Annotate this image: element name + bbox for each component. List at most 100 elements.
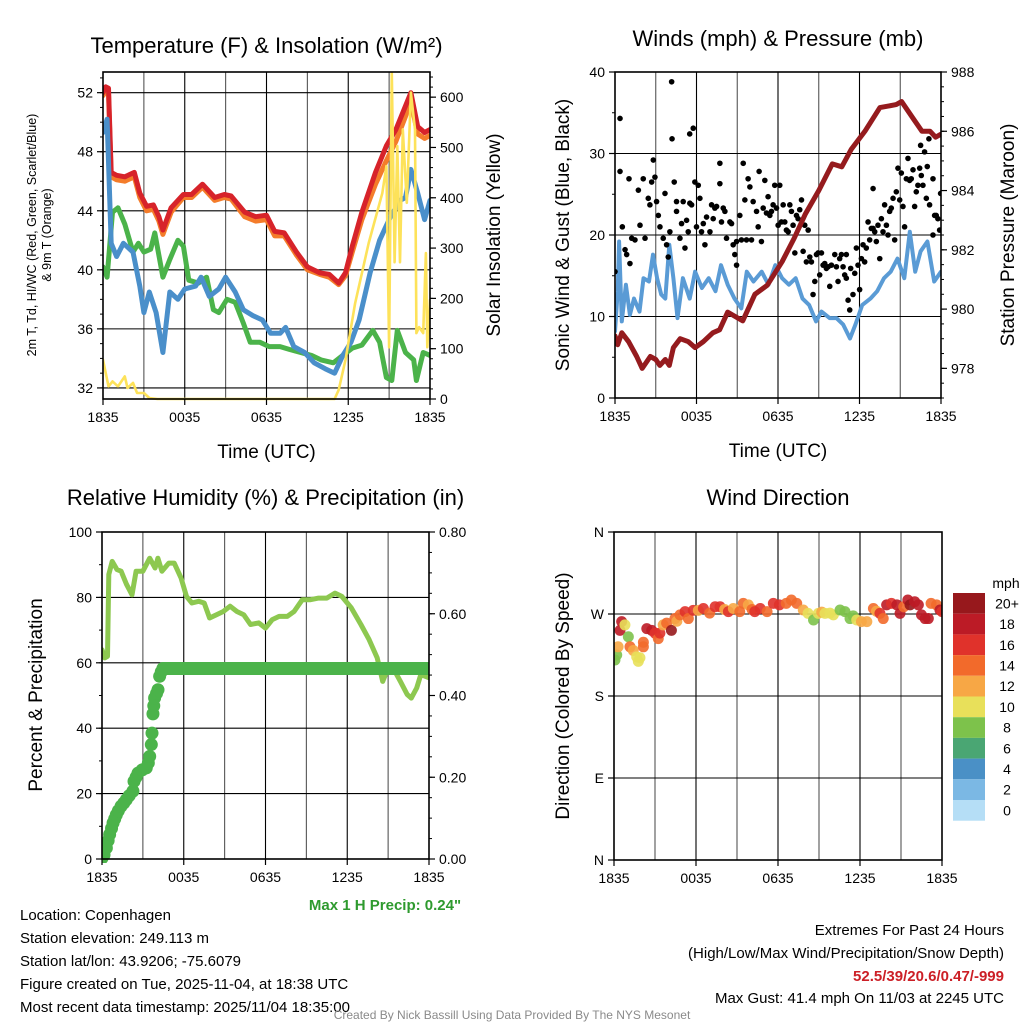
colorbar-label: 2 <box>1003 782 1011 798</box>
gust-point <box>655 212 662 219</box>
gust-point <box>635 187 642 193</box>
gust-point <box>673 198 680 205</box>
gust-point <box>888 205 895 211</box>
colorbar-label: 10 <box>999 699 1015 715</box>
gust-point <box>678 220 685 227</box>
gust-point <box>673 208 680 215</box>
gust-point <box>662 190 668 197</box>
gust-point <box>680 198 686 205</box>
gust-point <box>816 272 823 278</box>
gust-point <box>745 175 751 182</box>
y2-tick-label: 984 <box>951 183 975 199</box>
colorbar-swatch <box>953 800 985 821</box>
extremes-subtitle: (High/Low/Max Wind/Precipitation/Snow De… <box>688 945 1004 962</box>
y-axis-label: Sonic Wind & Gust (Blue, Black) <box>553 99 574 371</box>
precipitation-point <box>151 683 165 697</box>
gust-point <box>893 189 900 195</box>
gust-point <box>653 198 660 205</box>
x-tick-label: 0035 <box>169 409 200 425</box>
wind-direction-point <box>622 631 634 643</box>
y-tick-label: 10 <box>589 309 605 325</box>
wind-direction-point <box>637 636 649 648</box>
gust-point <box>840 263 846 270</box>
gust-point <box>845 297 851 304</box>
gust-point <box>871 228 878 235</box>
gust-point <box>732 251 738 258</box>
y-axis-label: & 9m T (Orange) <box>40 188 54 281</box>
colorbar-title: mph <box>992 575 1019 591</box>
gust-point <box>785 228 791 235</box>
y-axis-label: Percent & Precipitation <box>26 598 47 791</box>
y-tick-label: 40 <box>76 720 92 736</box>
gust-point <box>850 291 856 298</box>
gust-point <box>920 182 926 189</box>
colorbar-swatch <box>953 613 985 635</box>
x-tick-label: 0635 <box>250 869 281 885</box>
x-tick-label: 1835 <box>413 869 444 885</box>
x-tick-label: 1235 <box>332 869 363 885</box>
gust-point <box>657 224 663 230</box>
gust-point <box>891 237 898 243</box>
y-tick-label: 40 <box>77 262 93 278</box>
colorbar-label: 0 <box>1003 802 1011 818</box>
gust-point <box>803 259 810 265</box>
created-text: Figure created on Tue, 2025-11-04, at 18… <box>20 976 348 993</box>
gust-point <box>895 165 901 171</box>
chart-title: Wind Direction <box>706 485 849 510</box>
gust-point <box>900 203 906 210</box>
station-pressure-line <box>615 99 941 371</box>
gust-point <box>846 307 853 313</box>
gust-point <box>686 131 693 137</box>
gust-point <box>758 238 765 245</box>
x-tick-label: 1835 <box>414 409 445 425</box>
gust-point <box>908 175 915 182</box>
gust-point <box>640 175 647 182</box>
gust-point <box>771 182 778 189</box>
x-tick-label: 1235 <box>844 870 875 886</box>
wind-direction-point <box>682 613 694 625</box>
gust-point <box>723 235 730 242</box>
gust-point <box>924 163 931 170</box>
y2-tick-label: 600 <box>440 89 464 105</box>
gust-point <box>698 228 705 235</box>
y-tick-label: E <box>595 770 604 786</box>
solar-insolation-line <box>103 71 430 401</box>
gust-point <box>818 250 825 256</box>
y-tick-label: 48 <box>77 144 93 160</box>
gust-point <box>768 208 775 215</box>
precipitation-point <box>126 784 140 798</box>
gust-point <box>905 155 911 162</box>
td-line <box>103 205 430 383</box>
gust-point <box>623 251 630 258</box>
colorbar-label: 12 <box>999 678 1015 694</box>
gust-point <box>776 182 783 189</box>
chart-panel-1: Temperature (F) & Insolation (W/m²) 1835 0… <box>25 33 505 463</box>
y2-tick-label: 0.80 <box>439 524 466 540</box>
gust-point <box>747 184 753 190</box>
gust-point <box>667 228 673 235</box>
gust-point <box>843 275 850 281</box>
gust-point <box>910 167 916 173</box>
x-tick-label: 0035 <box>168 869 199 885</box>
charts: Temperature (F) & Insolation (W/m²) 1835 0… <box>25 26 1020 886</box>
gust-point <box>923 195 930 202</box>
y2-tick-label: 300 <box>440 240 464 256</box>
gust-point <box>795 215 801 222</box>
y2-tick-label: 0 <box>440 391 448 407</box>
x-tick-label: 1835 <box>87 409 118 425</box>
gust-point <box>935 215 941 222</box>
x-tick-label: 0635 <box>251 409 282 425</box>
gust-point <box>800 248 806 255</box>
gust-point <box>688 202 695 208</box>
gust-point <box>665 254 672 260</box>
y2-tick-label: 500 <box>440 139 464 155</box>
y-tick-label: 60 <box>76 655 92 671</box>
elevation-text: Station elevation: 249.113 m <box>20 930 209 947</box>
gust-point <box>693 224 700 230</box>
gust-point <box>810 291 816 298</box>
wind-direction-point <box>936 606 942 618</box>
y2-tick-label: 0.20 <box>439 769 466 785</box>
gust-point <box>756 168 762 175</box>
wind-direction-point <box>922 613 934 625</box>
gust-point <box>890 195 896 202</box>
